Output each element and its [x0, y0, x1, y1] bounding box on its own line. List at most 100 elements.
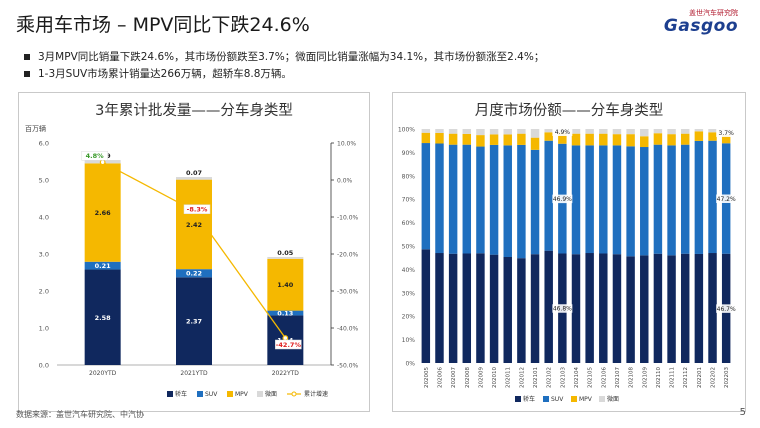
- share-segment-mpv: [599, 133, 608, 146]
- legend-label-van: 微面: [607, 395, 619, 403]
- bullet-2: 1-3月SUV市场累计销量达266万辆，超轿车8.8万辆。: [24, 66, 544, 83]
- share-segment-sedan: [694, 253, 704, 363]
- share-segment-mpv: [462, 133, 472, 145]
- y2-tick-label: 10.0%: [337, 141, 356, 148]
- share-segment-mpv: [721, 134, 731, 144]
- x-tick-label: 202201: [697, 367, 703, 388]
- y-tick-label: 70%: [402, 197, 416, 204]
- share-segment-mpv: [667, 134, 676, 146]
- x-tick-label: 202011: [506, 367, 512, 388]
- share-segment-suv: [462, 144, 472, 254]
- bar-segment-mpv: [267, 258, 304, 311]
- bar-segment-van: [267, 256, 304, 259]
- bar-value-label: 2.66: [95, 209, 112, 217]
- share-segment-sedan: [530, 254, 540, 363]
- x-tick-label: 202105: [588, 367, 594, 388]
- x-tick-label: 202005: [424, 367, 430, 388]
- share-label-box: [716, 304, 737, 313]
- share-segment-suv: [544, 140, 553, 251]
- share-label-box: [552, 304, 573, 313]
- growth-label-box: [183, 204, 211, 214]
- legend-marker-growth: [291, 391, 297, 397]
- growth-label-box: [275, 339, 302, 350]
- share-segment-mpv: [680, 133, 690, 145]
- y-tick-label: 6.0: [39, 140, 49, 148]
- page-title: 乘用车市场 – MPV同比下跌24.6%: [16, 14, 310, 36]
- share-segment-van: [448, 129, 458, 134]
- share-segment-van: [653, 129, 663, 134]
- x-tick-label: 202102: [547, 367, 553, 388]
- x-tick-label: 2021YTD: [180, 370, 208, 377]
- share-segment-van: [571, 129, 581, 134]
- share-segment-suv: [694, 140, 704, 254]
- x-tick-label: 202109: [642, 367, 648, 388]
- y-tick-label: 5.0: [39, 177, 49, 185]
- cumulative-chart-panel: 3年累计批发量——分车身类型 百万辆 0.0 1.0 2.0 3.0 4.0 5.0 6.0 1…: [18, 92, 370, 412]
- y-tick-label: 4.0: [39, 214, 49, 222]
- cumulative-chart: 百万辆 0.0 1.0 2.0 3.0 4.0 5.0 6.0 10.0% 0.0% -10.0% -…: [25, 124, 359, 398]
- share-segment-suv: [599, 145, 608, 254]
- x-tick-label: 202111: [670, 367, 676, 388]
- y-tick-label: 0.0: [39, 362, 49, 370]
- x-tick-label: 202008: [465, 367, 471, 388]
- bar-value-label: 2.37: [186, 318, 202, 326]
- y2-tick-label: 0.0%: [337, 178, 353, 185]
- x-tick-label: 202006: [437, 367, 443, 388]
- growth-label: -42.7%: [276, 341, 302, 349]
- x-tick-label: 202108: [629, 367, 635, 388]
- share-segment-mpv: [585, 133, 594, 146]
- y-tick-label: 10%: [402, 337, 416, 344]
- y-tick-label: 0%: [405, 361, 415, 368]
- legend-label-suv: SUV: [551, 396, 564, 403]
- share-segment-mpv: [517, 133, 526, 145]
- share-segment-van: [517, 129, 526, 134]
- x-tick-label: 202012: [519, 367, 525, 388]
- share-segment-van: [612, 129, 622, 135]
- share-segment-suv: [517, 144, 526, 259]
- share-segment-van: [544, 129, 553, 133]
- share-segment-suv: [530, 149, 540, 255]
- share-label-box: [716, 194, 737, 203]
- y-tick-label: 20%: [402, 314, 416, 321]
- share-label: 46.8%: [553, 306, 572, 313]
- y2-tick-label: -20.0%: [337, 252, 359, 259]
- x-tick-label: 202106: [601, 367, 607, 388]
- share-segment-mpv: [640, 136, 649, 148]
- share-segment-mpv: [421, 132, 431, 144]
- share-segment-suv: [667, 145, 676, 256]
- legend-swatch-van: [257, 391, 263, 397]
- share-chart: 0% 10% 20% 30% 40% 50% 60% 70% 80% 90% 100% 202005 2…: [398, 127, 737, 403]
- share-segment-van: [694, 129, 704, 132]
- share-segment-van: [680, 129, 690, 134]
- share-segment-mpv: [489, 134, 499, 145]
- legend-label-sedan: 轿车: [523, 395, 535, 403]
- growth-point: [99, 159, 106, 166]
- bar-segment-mpv: [84, 163, 121, 262]
- x-tick-label: 202104: [574, 367, 580, 388]
- growth-point: [282, 335, 289, 341]
- share-segment-mpv: [558, 132, 567, 144]
- y-tick-label: 40%: [402, 267, 416, 274]
- bar-value-label: 2.58: [95, 314, 112, 322]
- share-label: 47.2%: [717, 196, 736, 203]
- share-segment-suv: [585, 145, 594, 254]
- growth-label-box: [81, 150, 108, 161]
- x-tick-label: 202010: [492, 367, 498, 388]
- bullet-1: 3月MPV同比销量下跌24.6%，其市场份额跌至3.7%；微面同比销量涨幅为34…: [24, 49, 544, 66]
- y-tick-label: 30%: [402, 290, 416, 297]
- share-segment-sedan: [544, 250, 553, 363]
- bar-value-label: 0.21: [95, 262, 112, 270]
- share-segment-van: [640, 129, 649, 137]
- legend-swatch-mpv: [227, 391, 233, 397]
- share-segment-sedan: [612, 254, 622, 363]
- share-segment-suv: [489, 144, 499, 255]
- share-segment-suv: [612, 145, 622, 255]
- x-tick-label: 202202: [711, 367, 717, 388]
- x-tick-label: 202103: [560, 367, 566, 388]
- share-chart-panel: 月度市场份额——分车身类型 0% 10% 20% 30% 40% 50% 60% 70% 80%…: [392, 92, 746, 412]
- share-segment-mpv: [571, 133, 581, 146]
- y-tick-label: 80%: [402, 173, 416, 180]
- y2-tick-label: -30.0%: [337, 289, 359, 296]
- bar-segment-van: [176, 177, 212, 180]
- share-segment-van: [476, 129, 485, 136]
